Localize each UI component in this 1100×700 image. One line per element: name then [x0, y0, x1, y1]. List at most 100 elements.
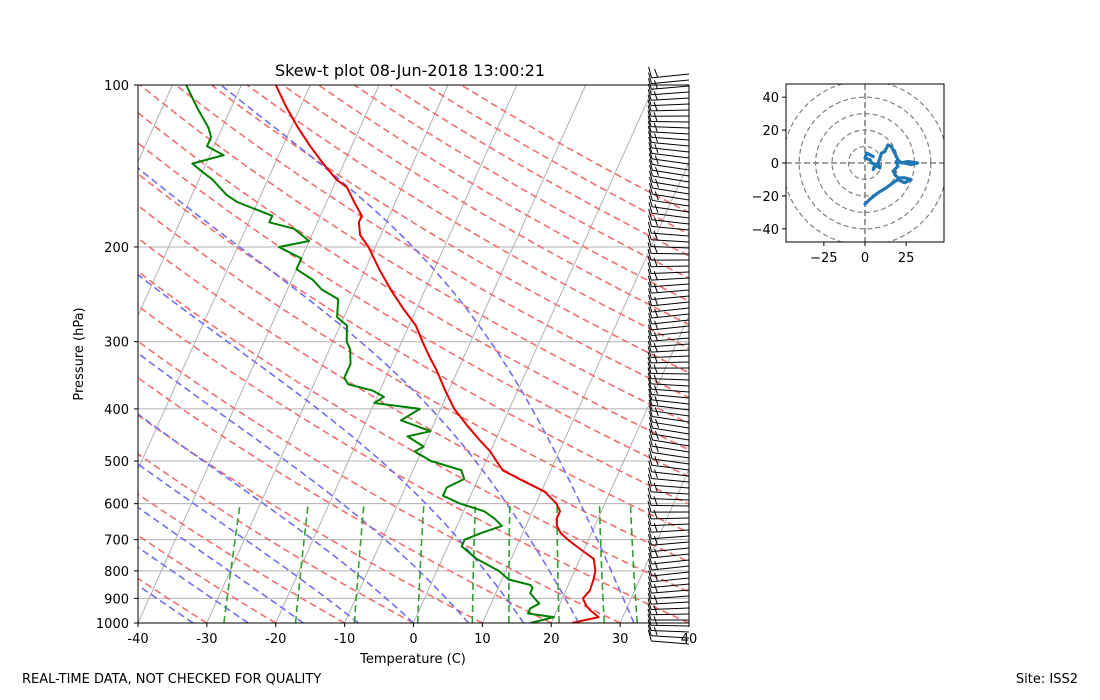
wind-barb: [651, 319, 690, 325]
wind-barb: [651, 613, 690, 616]
wind-barb-flag: [653, 353, 658, 363]
x-tick-label: 40: [681, 632, 698, 647]
wind-barb-flag: [653, 270, 658, 280]
wind-barb: [651, 491, 690, 495]
wind-barb: [651, 535, 690, 540]
moist-adiabat: [220, 85, 635, 623]
wind-barb: [652, 199, 690, 207]
wind-barb-flag: [653, 122, 658, 132]
moist-adiabat: [138, 546, 249, 623]
wind-barb-flag: [647, 507, 652, 520]
wind-barb-flag: [647, 221, 652, 234]
hodo-y-tick-label: 0: [771, 157, 779, 172]
dry-adiabat: [175, 85, 689, 399]
wind-barb-flag: [647, 362, 652, 374]
wind-barb: [651, 361, 690, 364]
wind-barb: [651, 225, 690, 231]
wind-barb-flag: [648, 394, 653, 406]
wind-barb-flag: [647, 582, 652, 594]
wind-barb: [651, 393, 690, 399]
wind-barb-flag: [648, 153, 653, 165]
wind-barb-flag: [647, 235, 652, 247]
y-tick-label: 100: [104, 79, 129, 94]
wind-barb: [651, 85, 690, 90]
wind-barb: [651, 517, 690, 520]
wind-barb-flag: [648, 441, 653, 453]
dry-adiabat: [138, 305, 689, 623]
wind-barb-flag: [653, 342, 658, 352]
wind-barb-flag: [654, 144, 659, 153]
wind-barb-flag: [648, 136, 653, 149]
isotherm-line: [344, 85, 587, 623]
wind-barb-flag: [654, 560, 659, 570]
wind-barb: [651, 239, 690, 243]
wind-barb-flag: [653, 496, 658, 506]
wind-barb-flag: [648, 66, 653, 78]
wind-barb-flag: [648, 435, 653, 447]
wind-barb-flag: [648, 564, 653, 577]
wind-barb-flag: [655, 418, 659, 428]
wind-barb: [651, 547, 690, 553]
wind-barb-flag: [648, 306, 653, 319]
wind-barb-flag: [648, 294, 653, 306]
isotherm-line: [688, 621, 689, 623]
wind-barb-flag: [647, 275, 652, 287]
hodo-x-tick-label: 25: [898, 251, 915, 266]
hodograph-tick-labels: −25 0 25 −40 −20 0 20 40: [752, 91, 915, 266]
wind-barb: [652, 206, 690, 213]
wind-barb-flag: [653, 364, 658, 374]
wind-barb-flag: [647, 99, 652, 112]
wind-barb: [651, 79, 690, 85]
wind-barb: [651, 388, 690, 393]
wind-barb: [652, 458, 690, 465]
wind-barb: [651, 630, 690, 633]
wind-barb-flag: [647, 120, 652, 133]
wind-barb-flag: [647, 514, 652, 526]
wind-barb-flag: [647, 228, 652, 240]
mixing-ratio-line: [353, 503, 365, 623]
wind-barb: [651, 277, 690, 281]
hodo-x-tick-label: −25: [810, 251, 837, 266]
wind-barb: [652, 193, 690, 201]
wind-barb: [651, 337, 690, 342]
moist-adiabat: [138, 584, 194, 623]
wind-barb: [651, 529, 690, 533]
wind-barb: [651, 541, 690, 546]
wind-barb-flag: [647, 587, 652, 599]
dewpoint-profile-line: [185, 85, 555, 623]
wind-barb: [651, 131, 690, 135]
wind-barb: [651, 378, 690, 381]
dry-adiabat: [211, 85, 689, 374]
wind-barb: [652, 410, 690, 417]
hodo-y-tick-label: 20: [762, 124, 779, 139]
mixing-ratio-line: [223, 503, 241, 623]
wind-barb-flag: [647, 629, 652, 642]
wind-barb-flag: [648, 324, 653, 336]
wind-barb-flag: [647, 480, 652, 493]
wind-barb-flag: [653, 374, 658, 384]
wind-barb: [651, 109, 690, 112]
wind-barb: [651, 595, 690, 600]
quality-disclaimer: REAL-TIME DATA, NOT CHECKED FOR QUALITY: [22, 672, 322, 687]
y-tick-label: 400: [104, 403, 129, 418]
wind-barb: [651, 152, 690, 159]
wind-barb-flag: [653, 605, 658, 615]
mixing-ratio-line: [294, 503, 309, 623]
wind-barb-flag: [648, 388, 653, 400]
wind-barb-flag: [648, 208, 653, 220]
wind-barb-flag: [648, 131, 652, 143]
wind-barb: [651, 103, 690, 107]
wind-barb-flag: [647, 534, 652, 546]
y-tick-label: 900: [104, 592, 129, 607]
wind-barb-flag: [653, 80, 658, 89]
wind-barb-flag: [647, 603, 652, 615]
wind-barb-flag: [648, 312, 653, 325]
wind-barb: [651, 464, 690, 471]
wind-barb-flag: [647, 115, 652, 127]
wind-barb-flag: [653, 482, 658, 492]
mixing-ratio-line: [416, 503, 425, 623]
x-tick-label: 10: [474, 632, 491, 647]
wind-barb-flag: [649, 422, 654, 435]
wind-barb-flag: [648, 189, 653, 201]
